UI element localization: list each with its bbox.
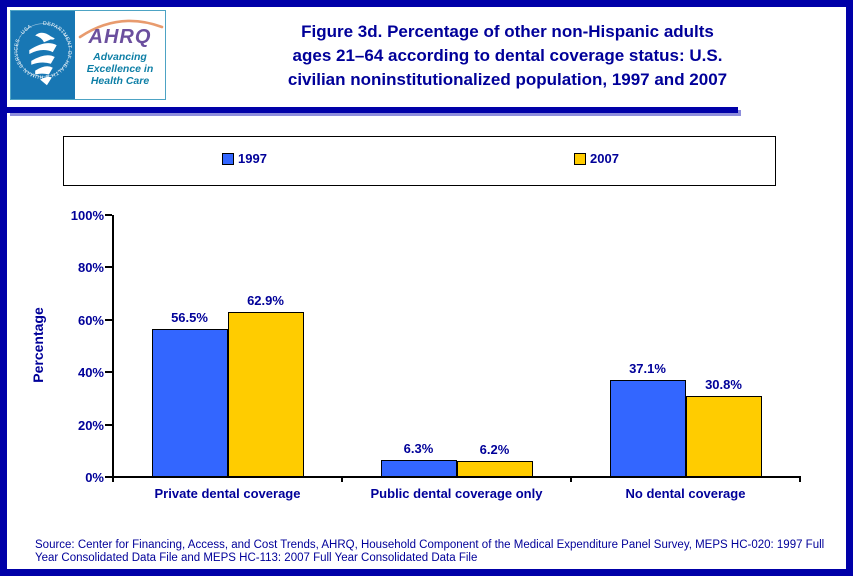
value-label-1997-1: 6.3%	[403, 441, 434, 457]
ahrq-tagline-line3: Health Care	[90, 75, 150, 87]
y-axis-tick-label: 20%	[77, 417, 104, 433]
bar-1997-0	[151, 328, 228, 477]
y-axis-tick	[105, 266, 112, 269]
figure-title-line3: civilian noninstitutionalized population…	[287, 70, 728, 89]
legend-swatch-1997	[222, 152, 234, 165]
y-axis-tick-label: 80%	[77, 260, 104, 276]
value-label-2007-1: 6.2%	[479, 441, 510, 457]
legend: 1997 2007	[63, 136, 776, 186]
y-axis-tick-label: 100%	[70, 208, 104, 223]
legend-label-1997: 1997	[238, 151, 267, 166]
value-label-2007-2: 30.8%	[705, 377, 742, 393]
hhs-eagle-icon: DEPARTMENT OF HEALTH & HUMAN SERVICES · …	[11, 11, 75, 99]
value-label-1997-2: 37.1%	[629, 360, 666, 376]
ahrq-tagline: Advancing Excellence in Health Care	[75, 51, 165, 87]
ahrq-tagline-line1: Advancing	[93, 51, 147, 63]
legend-item-1997: 1997	[222, 151, 267, 166]
bar-2007-1	[456, 460, 533, 477]
ahrq-arc-icon	[78, 19, 164, 39]
ahrq-hhs-logo: DEPARTMENT OF HEALTH & HUMAN SERVICES · …	[10, 10, 166, 100]
legend-label-2007: 2007	[590, 151, 619, 166]
ahrq-tagline-line2: Excellence in	[86, 63, 154, 75]
x-axis-category-label: Public dental coverage only	[370, 486, 543, 501]
y-axis-line	[112, 215, 114, 478]
bar-1997-1	[380, 460, 457, 477]
bar-1997-2	[609, 379, 686, 477]
x-axis-tick	[341, 477, 343, 482]
ahrq-acronym: AHRQ	[88, 26, 152, 48]
source-note: Source: Center for Financing, Access, an…	[35, 539, 825, 564]
header-divider-rule	[7, 107, 738, 113]
y-axis-tick-label: 60%	[77, 312, 104, 328]
hhs-seal: DEPARTMENT OF HEALTH & HUMAN SERVICES · …	[11, 11, 75, 99]
value-label-1997-0: 56.5%	[171, 309, 208, 325]
value-label-2007-0: 62.9%	[247, 293, 284, 309]
y-axis-tick-label: 40%	[77, 365, 104, 381]
y-axis-tick	[105, 214, 112, 216]
x-axis-tick	[112, 477, 114, 482]
x-axis-category-label: Private dental coverage	[154, 486, 301, 501]
bar-2007-0	[227, 312, 304, 477]
figure-title: Figure 3d. Percentage of other non-Hispa…	[175, 20, 840, 92]
x-axis-tick	[570, 477, 572, 482]
legend-swatch-2007	[574, 152, 586, 165]
bar-2007-2	[685, 396, 762, 477]
ahrq-logo: AHRQ Advancing Excellence in Health Care	[75, 11, 165, 99]
y-axis-tick	[105, 476, 112, 478]
figure-title-line1: Figure 3d. Percentage of other non-Hispa…	[301, 22, 714, 41]
y-axis-tick	[105, 371, 112, 374]
figure-title-line2: ages 21–64 according to dental coverage …	[292, 46, 723, 65]
legend-item-2007: 2007	[574, 151, 619, 166]
x-axis-line	[112, 476, 801, 478]
x-axis-category-label: No dental coverage	[625, 486, 746, 501]
y-axis-tick	[105, 318, 112, 321]
y-axis-tick	[105, 423, 112, 426]
x-axis-tick	[799, 477, 801, 482]
y-axis-tick-label: 0%	[85, 470, 104, 485]
